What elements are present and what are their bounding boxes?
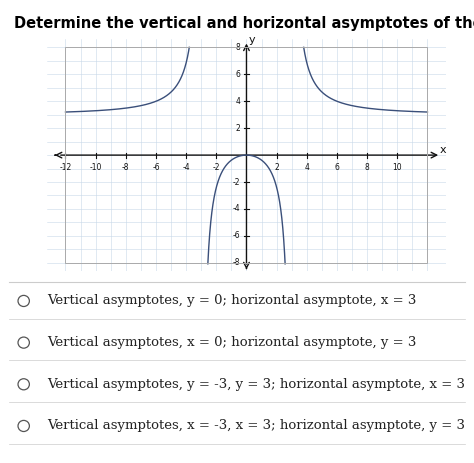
Text: -6: -6 bbox=[152, 163, 160, 171]
Text: Vertical asymptotes, y = 0; horizontal asymptote, x = 3: Vertical asymptotes, y = 0; horizontal a… bbox=[47, 294, 417, 307]
Text: -2: -2 bbox=[233, 177, 240, 187]
Text: 6: 6 bbox=[335, 163, 339, 171]
Text: 6: 6 bbox=[236, 70, 240, 79]
Text: -8: -8 bbox=[122, 163, 129, 171]
Text: Vertical asymptotes, y = -3, y = 3; horizontal asymptote, x = 3: Vertical asymptotes, y = -3, y = 3; hori… bbox=[47, 378, 465, 391]
Text: -2: -2 bbox=[212, 163, 220, 171]
Text: Vertical asymptotes, x = -3, x = 3; horizontal asymptote, y = 3: Vertical asymptotes, x = -3, x = 3; hori… bbox=[47, 419, 465, 432]
Text: -10: -10 bbox=[90, 163, 102, 171]
Text: -4: -4 bbox=[182, 163, 190, 171]
Text: 2: 2 bbox=[236, 124, 240, 133]
Text: -6: -6 bbox=[233, 232, 240, 240]
Text: 8: 8 bbox=[365, 163, 370, 171]
Text: 4: 4 bbox=[236, 97, 240, 106]
Text: y: y bbox=[248, 35, 255, 45]
Text: 2: 2 bbox=[274, 163, 279, 171]
Text: -8: -8 bbox=[233, 258, 240, 267]
Text: Vertical asymptotes, x = 0; horizontal asymptote, y = 3: Vertical asymptotes, x = 0; horizontal a… bbox=[47, 336, 417, 349]
Text: Determine the vertical and horizontal asymptotes of the given graph.: Determine the vertical and horizontal as… bbox=[14, 16, 474, 31]
Text: x: x bbox=[439, 145, 446, 156]
Text: 10: 10 bbox=[392, 163, 402, 171]
Text: -4: -4 bbox=[233, 205, 240, 213]
Text: 8: 8 bbox=[236, 43, 240, 52]
Text: 4: 4 bbox=[304, 163, 309, 171]
Text: -12: -12 bbox=[59, 163, 72, 171]
